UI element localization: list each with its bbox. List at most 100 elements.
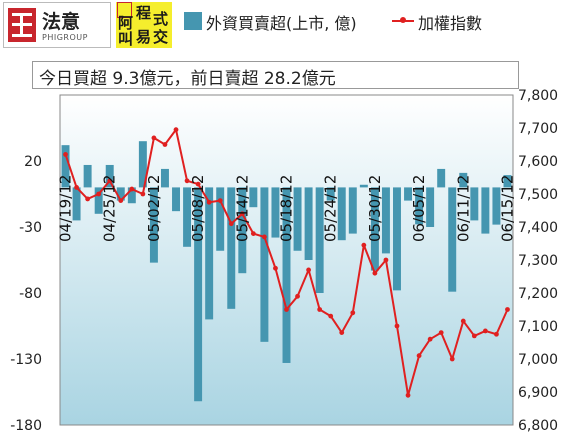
y-right-tick-label: 7,200 <box>518 286 558 302</box>
logo-red-frame <box>117 2 132 18</box>
program-trading-logo: 阿 程 式 叫 易 交 <box>116 2 172 48</box>
logo-char-3: 式 <box>153 10 169 28</box>
index-point <box>96 191 102 197</box>
bar-net-buy-sell <box>503 175 512 188</box>
y-right-tick-label: 7,800 <box>518 88 558 104</box>
y-left-tick-label: 20 <box>24 154 42 170</box>
bar-net-buy-sell <box>83 164 92 188</box>
bar-net-buy-sell <box>72 187 81 221</box>
index-point <box>505 307 510 312</box>
index-point <box>295 293 300 299</box>
legend-bar-swatch <box>184 12 202 30</box>
index-point <box>306 267 311 273</box>
y-right-tick-label: 7,100 <box>518 319 558 335</box>
y-right-tick-label: 7,700 <box>518 121 558 137</box>
bar-net-buy-sell <box>492 187 501 225</box>
y-left-tick-label: -80 <box>19 286 42 302</box>
bar-net-buy-sell <box>205 187 214 320</box>
index-point <box>494 331 499 337</box>
bar-net-buy-sell <box>315 187 324 293</box>
bar-net-buy-sell <box>448 187 457 292</box>
index-point <box>173 127 179 133</box>
bar-net-buy-sell <box>194 187 203 402</box>
index-point <box>383 257 389 263</box>
y-right-tick-label: 6,800 <box>518 418 558 434</box>
bar-net-buy-sell <box>116 187 125 201</box>
y-right-tick-label: 7,000 <box>518 352 558 368</box>
bar-net-buy-sell <box>293 187 302 251</box>
index-point <box>262 234 267 240</box>
bar-net-buy-sell <box>183 187 192 247</box>
bar-net-buy-sell <box>359 184 368 188</box>
bar-net-buy-sell <box>105 164 114 188</box>
index-point <box>118 198 124 204</box>
bar-net-buy-sell <box>138 141 147 188</box>
x-tick-label: 05/02/12 <box>145 175 163 242</box>
bar-net-buy-sell <box>282 187 291 363</box>
index-point <box>416 353 422 359</box>
legend-line-dot <box>400 17 406 23</box>
x-tick-label: 04/25/12 <box>101 175 119 242</box>
bar-net-buy-sell <box>470 187 479 221</box>
bar-net-buy-sell <box>370 187 379 271</box>
index-point <box>239 211 245 217</box>
y-right-tick-label: 7,400 <box>518 220 558 236</box>
index-point <box>228 221 234 227</box>
index-point <box>250 231 256 237</box>
x-tick-label: 06/15/12 <box>498 175 516 242</box>
bar-net-buy-sell <box>271 187 280 238</box>
bar-net-buy-sell <box>249 187 258 208</box>
x-tick-label: 04/19/12 <box>57 175 75 242</box>
index-point <box>449 356 455 362</box>
index-point <box>427 336 433 342</box>
index-point <box>206 199 212 205</box>
index-point <box>107 178 113 184</box>
index-point <box>471 333 477 339</box>
bar-net-buy-sell <box>260 187 269 342</box>
bar-net-buy-sell <box>149 187 158 263</box>
logo-char-6: 交 <box>153 28 169 46</box>
x-tick-label: 05/18/12 <box>278 175 296 242</box>
logo-char-1: 阿 <box>118 14 134 32</box>
index-point <box>195 181 201 187</box>
bar-net-buy-sell <box>227 187 236 309</box>
index-point <box>63 152 68 157</box>
index-point <box>284 307 289 312</box>
index-point <box>460 318 466 324</box>
x-tick-label: 06/05/12 <box>410 175 428 242</box>
y-right-tick-label: 7,500 <box>518 187 558 203</box>
x-tick-label: 05/24/12 <box>322 175 340 242</box>
phigroup-mark-icon <box>8 8 36 42</box>
x-tick-label: 06/11/12 <box>454 175 472 242</box>
bar-net-buy-sell <box>238 187 247 274</box>
index-point <box>394 323 400 329</box>
x-tick-label: 05/14/12 <box>233 175 251 242</box>
logo-char-5: 易 <box>136 28 152 46</box>
index-point <box>273 265 278 271</box>
summary-text: 今日買超 9.3億元，前日賣超 28.2億元 <box>39 69 336 89</box>
index-point <box>151 135 157 141</box>
bar-net-buy-sell <box>94 187 103 214</box>
bar-net-buy-sell <box>393 187 401 291</box>
bar-net-buy-sell <box>415 187 424 225</box>
index-point <box>184 178 190 184</box>
phigroup-logo: 法意 PHIGROUP <box>3 2 111 48</box>
bar-net-buy-sell <box>381 187 390 254</box>
bar-net-buy-sell <box>437 168 446 188</box>
index-point <box>217 198 223 204</box>
index-point <box>317 307 323 312</box>
logo-char-4: 叫 <box>118 30 134 48</box>
index-point <box>85 196 91 202</box>
index-point <box>129 186 135 192</box>
y-left-tick-label: -30 <box>19 220 42 236</box>
y-right-tick-label: 7,600 <box>518 154 558 170</box>
bar-net-buy-sell <box>216 187 225 251</box>
index-point <box>372 270 378 276</box>
index-point <box>74 185 79 190</box>
index-point <box>328 313 334 319</box>
index-point <box>482 328 488 334</box>
bar-net-buy-sell <box>61 145 70 188</box>
bar-net-buy-sell <box>304 187 313 260</box>
brand-subtitle: PHIGROUP <box>42 33 88 42</box>
